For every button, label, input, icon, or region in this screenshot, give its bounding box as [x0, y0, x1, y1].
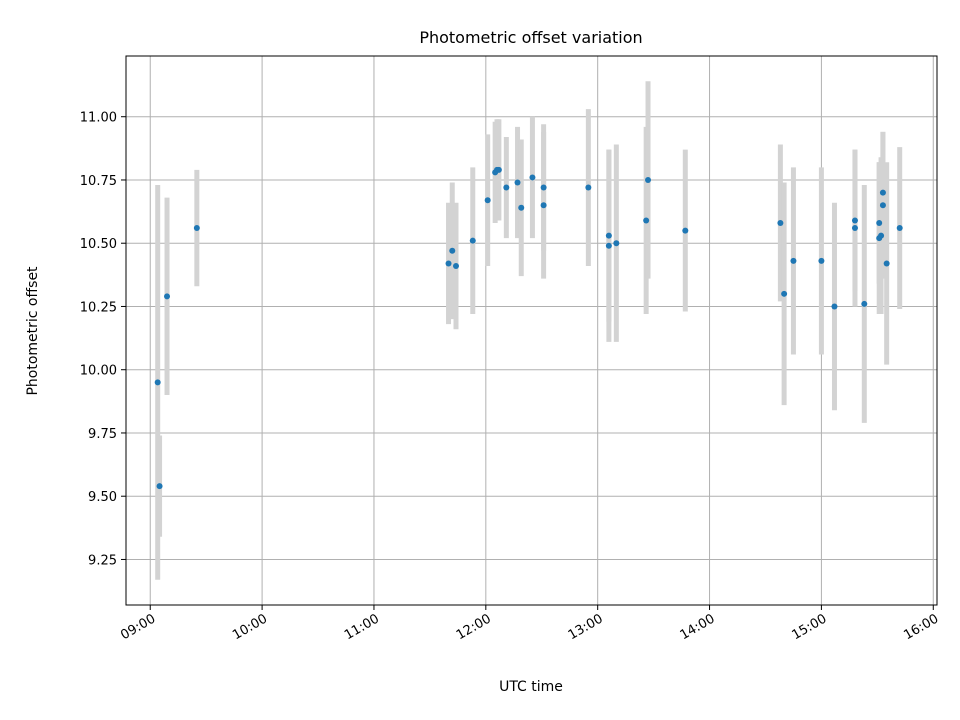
data-point: [851, 225, 858, 232]
chart-title: Photometric offset variation: [419, 28, 642, 47]
data-point: [605, 232, 612, 239]
data-point: [851, 217, 858, 224]
data-point: [643, 217, 650, 224]
data-points: [154, 166, 903, 490]
error-bars: [155, 81, 903, 580]
data-point: [193, 225, 200, 232]
data-point: [518, 204, 525, 211]
x-tick-label: 12:00: [454, 611, 494, 643]
plot-area-frame: [125, 55, 938, 606]
data-point: [876, 219, 883, 226]
data-point: [445, 260, 452, 267]
data-point: [613, 240, 620, 247]
data-point: [469, 237, 476, 244]
data-point: [781, 290, 788, 297]
data-point: [777, 219, 784, 226]
y-tick-label: 9.25: [88, 553, 117, 568]
data-point: [879, 202, 886, 209]
data-point: [540, 202, 547, 209]
x-axis-label: UTC time: [499, 679, 563, 695]
data-point: [879, 189, 886, 196]
y-axis-label: Photometric offset: [25, 266, 41, 396]
y-tick-label: 10.25: [80, 300, 117, 315]
data-point: [495, 166, 502, 173]
x-tick-label: 09:00: [118, 611, 158, 643]
x-tick-label: 14:00: [678, 611, 718, 643]
data-point: [503, 184, 510, 191]
data-point: [156, 483, 163, 490]
data-point: [449, 247, 456, 254]
data-point: [514, 179, 521, 186]
y-tick-label: 10.75: [80, 174, 117, 189]
data-point: [484, 197, 491, 204]
data-point: [883, 260, 890, 267]
x-tick-label: 15:00: [789, 611, 829, 643]
x-axis-ticks: 09:00 10:00 11:00 12:00 13:00 14:00 15:00 16:00: [118, 605, 941, 643]
x-tick-label: 11:00: [342, 611, 382, 643]
y-axis-ticks: 9.25 9.50 9.75 10.00 10.25 10.50 10.75 11.00: [80, 111, 126, 568]
data-point: [540, 184, 547, 191]
data-point: [790, 257, 797, 264]
y-tick-label: 9.75: [88, 427, 117, 442]
data-point: [645, 176, 652, 183]
data-point: [585, 184, 592, 191]
data-point: [861, 300, 868, 307]
data-point: [818, 257, 825, 264]
x-tick-label: 16:00: [901, 611, 941, 643]
data-point: [878, 232, 885, 239]
y-tick-label: 11.00: [80, 111, 117, 126]
data-point: [154, 379, 161, 386]
x-tick-label: 10:00: [230, 611, 270, 643]
x-tick-label: 13:00: [566, 611, 606, 643]
y-tick-label: 10.50: [80, 237, 117, 252]
data-point: [682, 227, 689, 234]
data-point: [831, 303, 838, 310]
y-tick-label: 9.50: [88, 490, 117, 505]
grid: [126, 56, 937, 605]
y-tick-label: 10.00: [80, 364, 117, 379]
data-point: [164, 293, 171, 300]
data-point: [605, 242, 612, 249]
data-point: [529, 174, 536, 181]
data-point: [452, 262, 459, 269]
data-point: [896, 225, 903, 232]
